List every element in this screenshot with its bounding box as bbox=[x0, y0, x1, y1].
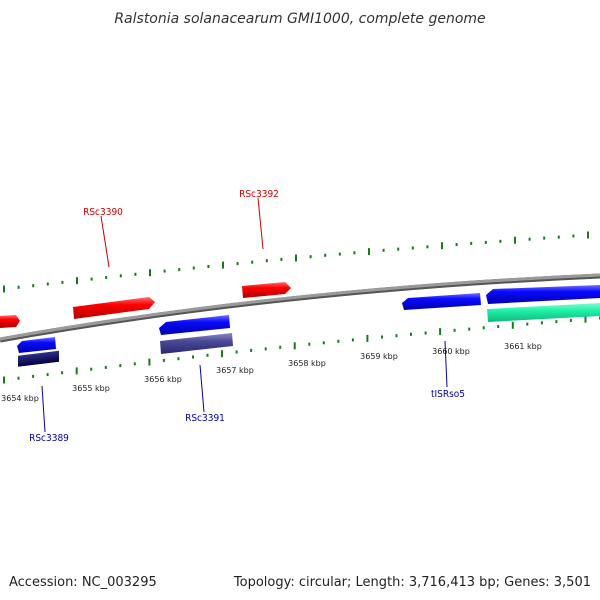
reverse-gene-dark[interactable] bbox=[18, 350, 59, 367]
reverse-gene-rsc3391[interactable] bbox=[159, 315, 230, 335]
tick-label-3661: 3661 kbp bbox=[504, 342, 542, 351]
outer-tick-row bbox=[3, 231, 589, 293]
map-title: Ralstonia solanacearum GMI1000, complete… bbox=[114, 11, 485, 27]
tick-label-3658: 3658 kbp bbox=[288, 359, 326, 368]
leader-tisrso5 bbox=[444, 340, 448, 388]
inner-tick-row bbox=[3, 315, 600, 384]
reverse-gene-muted[interactable] bbox=[160, 333, 233, 354]
tick-label-3657: 3657 kbp bbox=[216, 366, 254, 375]
tick-label-3655: 3655 kbp bbox=[72, 384, 110, 393]
leader-rsc3389 bbox=[41, 385, 46, 433]
leader-rsc3392 bbox=[257, 197, 264, 250]
gene-label-rsc3392[interactable]: RSc3392 bbox=[239, 189, 279, 200]
mobile-element-feature[interactable] bbox=[487, 303, 600, 322]
forward-gene-partial[interactable] bbox=[0, 315, 20, 328]
genome-backbone bbox=[0, 273, 600, 341]
leader-rsc3390 bbox=[100, 215, 110, 268]
forward-gene-rsc3390[interactable] bbox=[73, 297, 155, 319]
gene-label-rsc3389[interactable]: RSc3389 bbox=[29, 433, 69, 444]
gene-label-tisrso5[interactable]: tISRso5 bbox=[431, 389, 465, 400]
reverse-gene-rsc3389[interactable] bbox=[17, 337, 56, 353]
leader-rsc3391 bbox=[199, 364, 205, 413]
gene-label-rsc3391[interactable]: RSc3391 bbox=[185, 413, 225, 424]
reverse-gene-tisrso5[interactable] bbox=[402, 293, 481, 310]
reverse-gene-right[interactable] bbox=[486, 285, 600, 304]
accession-text: Accession: NC_003295 bbox=[9, 575, 157, 590]
tick-label-3660: 3660 kbp bbox=[432, 347, 470, 356]
gene-label-rsc3390[interactable]: RSc3390 bbox=[83, 207, 123, 218]
genome-summary-text: Topology: circular; Length: 3,716,413 bp… bbox=[233, 575, 591, 590]
forward-gene-rsc3392[interactable] bbox=[242, 282, 291, 298]
tick-label-3654: 3654 kbp bbox=[1, 394, 39, 403]
tick-label-3659: 3659 kbp bbox=[360, 352, 398, 361]
tick-label-3656: 3656 kbp bbox=[144, 375, 182, 384]
